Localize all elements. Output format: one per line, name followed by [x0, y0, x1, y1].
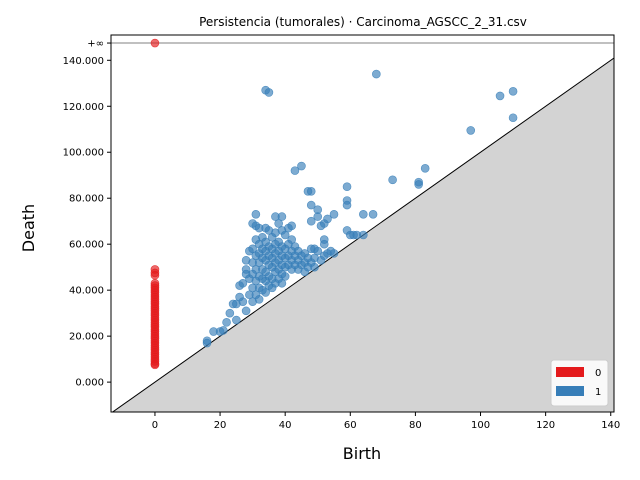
x-tick-label: 40 [279, 420, 292, 431]
data-point-dim-1 [368, 210, 378, 219]
data-point-dim-1 [297, 161, 306, 171]
data-point-dim-1 [264, 88, 274, 97]
x-tick-label: 60 [344, 420, 357, 431]
x-tick-label: 100 [471, 420, 490, 431]
data-point-dim-1 [222, 318, 231, 327]
data-point-dim-1 [313, 212, 323, 221]
y-tick-label: 60.000 [69, 240, 104, 251]
x-axis-label: Birth [343, 444, 381, 463]
x-tick-label: 20 [214, 420, 227, 431]
data-point-dim-1 [508, 87, 518, 96]
legend-label-dim-0: 0 [595, 368, 601, 379]
data-point-dim-1 [287, 235, 296, 244]
data-point-dim-1 [306, 187, 316, 196]
data-point-dim-1 [254, 295, 264, 304]
data-point-dim-1 [466, 126, 476, 135]
y-tick-label: 140.000 [63, 56, 104, 67]
x-tick-label: 80 [409, 420, 422, 431]
data-point-dim-1 [261, 288, 270, 297]
data-point-dim-1 [323, 214, 332, 224]
y-tick-label: 0.000 [75, 378, 104, 389]
data-point-dim-1 [280, 230, 290, 240]
data-point-dim-1 [313, 246, 323, 256]
x-tick-label: 0 [152, 420, 158, 431]
data-point-dim-1 [225, 308, 235, 318]
data-point-dim-1 [274, 219, 283, 228]
data-point-dim-0 [150, 38, 160, 48]
data-point-dim-1 [290, 166, 300, 175]
data-point-dim-1 [342, 182, 352, 192]
data-point-dim-1 [232, 315, 241, 325]
x-tick-label: 140 [601, 420, 620, 431]
plot-area [110, 34, 615, 413]
data-point-dim-1 [508, 113, 518, 123]
series-dim-0 [150, 38, 160, 370]
y-axis-label: Death [19, 204, 38, 252]
data-point-dim-1 [388, 175, 397, 185]
data-point-dim-0 [150, 360, 160, 370]
data-point-dim-1 [241, 306, 251, 316]
y-tick-label: 100.000 [63, 148, 104, 159]
legend-swatch-dim-0 [556, 367, 584, 377]
data-point-dim-1 [420, 164, 430, 173]
legend-label-dim-1: 1 [595, 387, 601, 398]
y-axis: 0.000 20.000 40.000 60.000 80.000 100.000 120.… [63, 39, 111, 389]
data-point-dim-1 [238, 278, 248, 288]
data-point-dim-1 [310, 262, 319, 272]
data-point-dim-1 [277, 278, 287, 288]
data-point-dim-1 [329, 249, 339, 258]
data-point-dim-1 [359, 230, 368, 240]
data-point-dim-1 [306, 200, 316, 210]
data-point-dim-1 [414, 180, 423, 189]
data-point-dim-1 [495, 91, 505, 101]
plot-frame [110, 34, 615, 413]
legend: 01 [550, 359, 609, 407]
plot-content [111, 38, 614, 412]
legend-box [550, 359, 609, 407]
data-point-dim-1 [342, 200, 352, 210]
data-point-dim-1 [319, 239, 329, 249]
x-axis: 0 20 40 60 80 100 120 140 [152, 412, 620, 431]
data-point-dim-1 [329, 210, 339, 219]
data-point-dim-1 [238, 297, 248, 306]
data-point-dim-1 [251, 210, 261, 219]
data-point-dim-1 [219, 326, 228, 335]
data-point-dim-1 [359, 210, 368, 219]
data-point-dim-0 [150, 270, 160, 280]
y-tick-label: 20.000 [69, 332, 104, 343]
y-tick-label: 120.000 [63, 102, 104, 113]
data-point-dim-1 [241, 265, 251, 274]
y-tick-label: 80.000 [69, 194, 104, 205]
series-dim-1 [202, 69, 518, 348]
y-tick-label-infinity: +∞ [87, 39, 104, 50]
x-tick-label: 120 [536, 420, 555, 431]
data-point-dim-1 [202, 338, 212, 348]
y-tick-label: 40.000 [69, 286, 104, 297]
chart-title: Persistencia (tumorales) · Carcinoma_AGS… [199, 15, 527, 29]
data-point-dim-1 [280, 272, 290, 281]
data-point-dim-1 [372, 69, 381, 79]
data-point-dim-1 [306, 216, 316, 226]
data-point-dim-1 [277, 212, 287, 221]
data-point-dim-1 [248, 244, 257, 254]
legend-swatch-dim-1 [556, 386, 584, 396]
data-point-dim-1 [287, 221, 296, 231]
